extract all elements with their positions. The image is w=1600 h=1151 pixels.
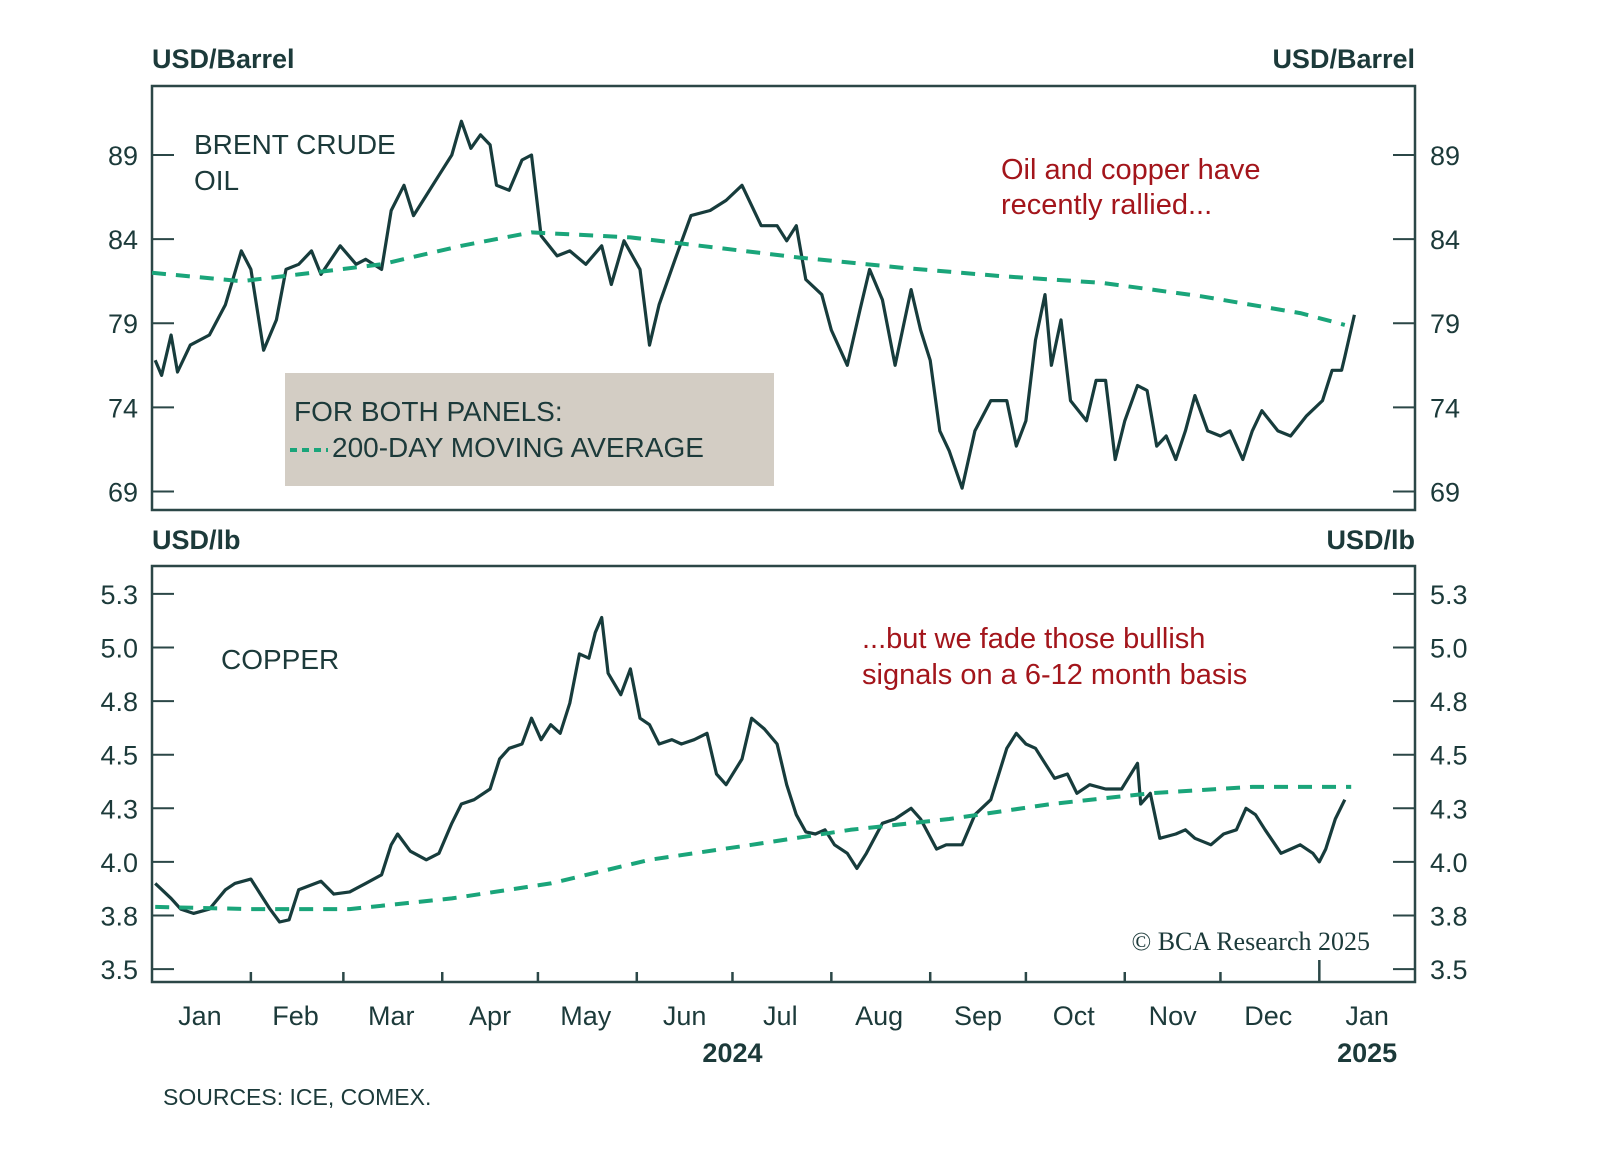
copper-right-y-tick-label: 3.5 [1430, 955, 1468, 985]
brent-left-y-tick-label: 69 [108, 477, 138, 507]
brent-right-y-tick-label: 69 [1430, 477, 1460, 507]
brent-left-y-tick-label: 89 [108, 141, 138, 171]
copper-right-y-tick-label: 5.0 [1430, 633, 1468, 663]
copyright-notice: © BCA Research 2025 [1131, 927, 1370, 956]
copper-panel-title: COPPER [221, 644, 339, 675]
x-tick-label-month: May [560, 1001, 612, 1031]
copper-right-y-tick-label: 4.5 [1430, 741, 1468, 771]
brent-plot-frame [150, 84, 1417, 512]
copper-right-unit-label: USD/lb [1326, 525, 1415, 555]
brent-left-y-tick-label: 74 [108, 393, 138, 423]
x-tick-label-month: Mar [368, 1001, 415, 1031]
x-tick-label-year: 2024 [702, 1038, 762, 1068]
copper-left-y-tick-label: 3.8 [100, 902, 138, 932]
legend-background [285, 373, 774, 486]
x-tick-label-month: Jun [663, 1001, 707, 1031]
brent-price-line [153, 119, 1356, 490]
brent-right-y-tick-label: 89 [1430, 141, 1460, 171]
copper-left-y-tick-label: 3.5 [100, 955, 138, 985]
x-tick-label-month: Nov [1149, 1001, 1198, 1031]
legend-box: FOR BOTH PANELS: 200-DAY MOVING AVERAGE [285, 373, 774, 486]
copper-left-y-tick-label: 5.3 [100, 580, 138, 610]
copper-annotation-line1: ...but we fade those bullish [862, 623, 1205, 655]
brent-panel-title: BRENT CRUDE [194, 129, 396, 160]
copper-left-y-tick-label: 4.3 [100, 794, 138, 824]
sources-note: SOURCES: ICE, COMEX. [163, 1084, 431, 1110]
copper-left-y-tick-label: 5.0 [100, 633, 138, 663]
copper-moving-average-line [155, 784, 1352, 912]
copper-plot-frame [150, 564, 1417, 984]
oil-annotation-line2: recently rallied... [1001, 189, 1212, 221]
x-tick-label-month: Jan [178, 1001, 222, 1031]
brent-panel-title-line2: OIL [194, 165, 239, 196]
brent-right-unit-label: USD/Barrel [1272, 44, 1415, 74]
x-tick-label-month: Apr [469, 1001, 511, 1031]
brent-left-unit-label: USD/Barrel [152, 44, 295, 74]
brent-right-y-tick-label: 79 [1430, 309, 1460, 339]
copper-right-y-tick-label: 4.8 [1430, 687, 1468, 717]
legend-moving-average-label: 200-DAY MOVING AVERAGE [332, 432, 704, 463]
brent-panel: 69 69 74 74 79 79 84 84 89 89 [108, 84, 1460, 512]
x-tick-label-month: Aug [855, 1001, 903, 1031]
copper-left-y-tick-label: 4.0 [100, 848, 138, 878]
x-tick-label-month: Dec [1244, 1001, 1292, 1031]
brent-right-y-tick-label: 84 [1430, 225, 1460, 255]
x-tick-label-year: 2025 [1337, 1038, 1397, 1068]
x-tick-label-month: Feb [272, 1001, 319, 1031]
x-tick-label-month: Jul [763, 1001, 798, 1031]
copper-annotation-line2: signals on a 6-12 month basis [862, 659, 1247, 691]
x-axis: Jan Feb Mar Apr May Jun Jul Aug Sep Oct Nov Dec Jan 2… [178, 960, 1397, 1068]
x-tick-label-month: Oct [1053, 1001, 1096, 1031]
legend-heading: FOR BOTH PANELS: [294, 396, 563, 427]
x-tick-label-month: Sep [954, 1001, 1002, 1031]
brent-left-y-tick-label: 79 [108, 309, 138, 339]
copper-right-y-tick-label: 4.3 [1430, 794, 1468, 824]
oil-annotation-line1: Oil and copper have [1001, 154, 1261, 186]
copper-right-y-tick-label: 5.3 [1430, 580, 1468, 610]
copper-left-unit-label: USD/lb [152, 525, 241, 555]
brent-right-y-tick-label: 74 [1430, 393, 1460, 423]
copper-left-y-tick-label: 4.5 [100, 741, 138, 771]
copper-panel: 3.5 3.5 3.8 3.8 4.0 4.0 4.3 4.3 4.5 4.5 4.8 4.8 5.0 5… [100, 564, 1468, 985]
brent-left-y-tick-label: 84 [108, 225, 138, 255]
x-tick-label-month: Jan [1345, 1001, 1389, 1031]
copper-price-line [154, 615, 1347, 924]
copper-right-y-tick-label: 3.8 [1430, 902, 1468, 932]
copper-right-y-tick-label: 4.0 [1430, 848, 1468, 878]
brent-moving-average-line [151, 230, 1346, 327]
copper-left-y-tick-label: 4.8 [100, 687, 138, 717]
